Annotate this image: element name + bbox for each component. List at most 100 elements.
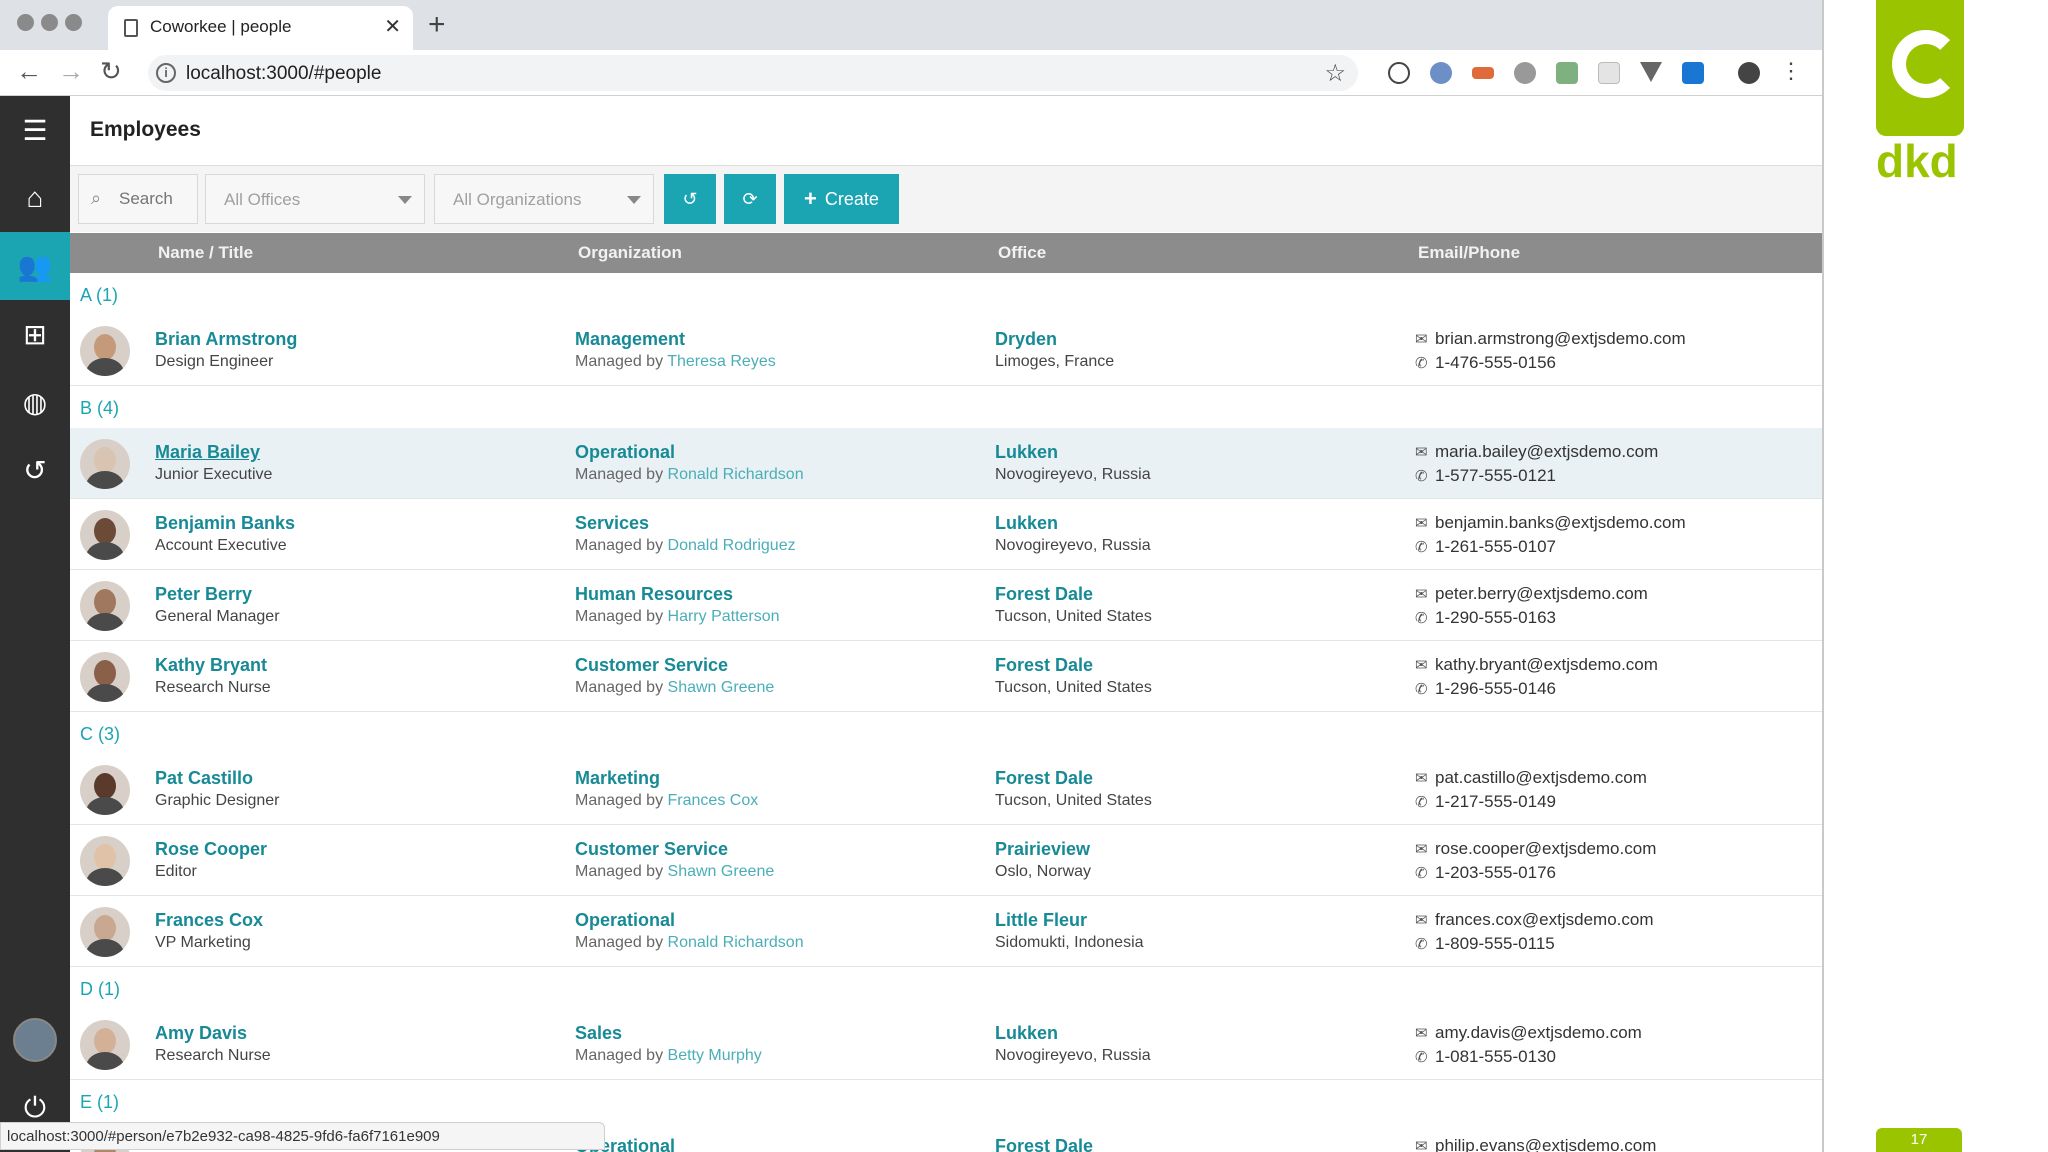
phone-contact[interactable]: ✆ 1-261-555-0107 (1415, 537, 1556, 557)
organization-link[interactable]: Customer Service (575, 655, 729, 675)
new-tab-button[interactable]: + (428, 8, 446, 41)
column-header-organization[interactable]: Organization (578, 243, 682, 262)
table-row[interactable]: Peter Berry General Manager Human Resource… (70, 570, 1822, 641)
avatar[interactable] (80, 439, 130, 489)
phone-contact[interactable]: ✆ 1-296-555-0146 (1415, 679, 1556, 699)
employee-name-link[interactable]: Benjamin Banks (155, 513, 296, 533)
close-window-button[interactable] (17, 14, 34, 31)
column-header-office[interactable]: Office (998, 243, 1047, 262)
phone-contact[interactable]: ✆ 1-476-555-0156 (1415, 353, 1556, 373)
table-row[interactable]: Benjamin Banks Account Executive Services M… (70, 499, 1822, 570)
office-link[interactable]: Forest Dale (995, 655, 1094, 675)
extension-vue-icon[interactable] (1640, 62, 1662, 82)
manager-link[interactable]: Theresa Reyes (667, 353, 776, 370)
email-contact[interactable]: ✉ rose.cooper@extjsdemo.com (1415, 839, 1656, 859)
phone-contact[interactable]: ✆ 1-081-555-0130 (1415, 1047, 1556, 1067)
table-row[interactable]: Rose Cooper Editor Customer Service Managed… (70, 825, 1822, 896)
extension-blue-icon[interactable] (1430, 62, 1452, 84)
organization-link[interactable]: Management (575, 329, 686, 349)
maximize-window-button[interactable] (65, 14, 82, 31)
manager-link[interactable]: Shawn Greene (667, 679, 775, 696)
forward-icon[interactable]: → (58, 56, 84, 86)
employee-name-link[interactable]: Kathy Bryant (155, 655, 268, 675)
close-tab-icon[interactable]: ✕ (384, 16, 401, 38)
office-link[interactable]: Lukken (995, 513, 1059, 533)
avatar[interactable] (80, 765, 130, 815)
avatar[interactable] (80, 1020, 130, 1070)
office-link[interactable]: Dryden (995, 329, 1058, 349)
address-bar[interactable]: i localhost:3000/#people ☆ (148, 55, 1358, 91)
group-header[interactable]: A (1) (70, 273, 1822, 315)
avatar[interactable] (80, 836, 130, 886)
manager-link[interactable]: Ronald Richardson (667, 466, 804, 483)
office-link[interactable]: Little Fleur (995, 910, 1088, 930)
employee-name-link[interactable]: Peter Berry (155, 584, 253, 604)
extension-grid-icon[interactable] (1598, 62, 1620, 84)
manager-link[interactable]: Ronald Richardson (667, 934, 804, 951)
avatar[interactable] (80, 581, 130, 631)
phone-contact[interactable]: ✆ 1-290-555-0163 (1415, 608, 1556, 628)
email-contact[interactable]: ✉ amy.davis@extjsdemo.com (1415, 1023, 1642, 1043)
power-icon[interactable]: ⏻ (23, 1091, 47, 1123)
group-header[interactable]: C (3) (70, 712, 1822, 754)
employee-name-link[interactable]: Brian Armstrong (155, 329, 298, 349)
phone-contact[interactable]: ✆ 1-809-555-0115 (1415, 934, 1555, 954)
browser-menu-icon[interactable]: ⋮ (1780, 58, 1802, 83)
organization-link[interactable]: Operational (575, 442, 676, 462)
email-contact[interactable]: ✉ kathy.bryant@extjsdemo.com (1415, 655, 1658, 675)
organization-link[interactable]: Marketing (575, 768, 661, 788)
reload-icon[interactable]: ↻ (100, 56, 122, 86)
group-header[interactable]: E (1) (70, 1080, 1822, 1122)
offices-select[interactable]: All Offices (205, 174, 425, 224)
people-icon[interactable]: 👥 (0, 232, 70, 300)
column-header-name[interactable]: Name / Title (158, 243, 254, 262)
info-icon[interactable]: i (156, 63, 176, 83)
table-row[interactable]: Pat Castillo Graphic Designer Marketing Man… (70, 754, 1822, 825)
organization-link[interactable]: Customer Service (575, 839, 729, 859)
extension-1password-icon[interactable] (1388, 62, 1410, 84)
create-button[interactable]: + Create (784, 174, 899, 224)
email-contact[interactable]: ✉ philip.evans@extjsdemo.com (1415, 1136, 1656, 1152)
phone-contact[interactable]: ✆ 1-577-555-0121 (1415, 466, 1556, 486)
avatar[interactable] (80, 652, 130, 702)
group-header[interactable]: D (1) (70, 967, 1822, 1009)
extension-green-icon[interactable] (1556, 62, 1578, 84)
email-contact[interactable]: ✉ benjamin.banks@extjsdemo.com (1415, 513, 1686, 533)
search-input[interactable] (79, 175, 197, 223)
history-icon[interactable]: ↺ (23, 454, 47, 486)
table-row[interactable]: Kathy Bryant Research Nurse Customer Servi… (70, 641, 1822, 712)
manager-link[interactable]: Donald Rodriguez (667, 537, 796, 554)
email-contact[interactable]: ✉ pat.castillo@extjsdemo.com (1415, 768, 1647, 788)
home-icon[interactable]: ⌂ (26, 182, 44, 213)
email-contact[interactable]: ✉ brian.armstrong@extjsdemo.com (1415, 329, 1686, 349)
phone-contact[interactable]: ✆ 1-203-555-0176 (1415, 863, 1556, 883)
menu-icon[interactable]: ☰ (22, 114, 48, 146)
user-avatar[interactable] (0, 1006, 70, 1074)
back-icon[interactable]: ← (16, 56, 42, 86)
table-row[interactable]: Amy Davis Research Nurse Sales Managed by B… (70, 1009, 1822, 1080)
extension-blue-square-icon[interactable] (1682, 62, 1704, 84)
organization-link[interactable]: Sales (575, 1023, 623, 1043)
extension-adblock-icon[interactable] (1514, 62, 1536, 84)
table-row[interactable]: Frances Cox VP Marketing Operational Manage… (70, 896, 1822, 967)
office-link[interactable]: Forest Dale (995, 768, 1094, 788)
extension-html-icon[interactable] (1472, 67, 1494, 79)
profile-icon[interactable] (1738, 62, 1760, 84)
bookmark-star-icon[interactable]: ☆ (1324, 60, 1346, 87)
reset-button[interactable]: ↺ (664, 174, 716, 224)
refresh-button[interactable]: ⟳ (724, 174, 776, 224)
phone-contact[interactable]: ✆ 1-217-555-0149 (1415, 792, 1556, 812)
employee-name-link[interactable]: Pat Castillo (155, 768, 254, 788)
avatar[interactable] (80, 326, 130, 376)
group-header[interactable]: B (4) (70, 386, 1822, 428)
office-link[interactable]: Forest Dale (995, 584, 1094, 604)
employee-name-link[interactable]: Rose Cooper (155, 839, 268, 859)
office-link[interactable]: Prairieview (995, 839, 1091, 859)
email-contact[interactable]: ✉ maria.bailey@extjsdemo.com (1415, 442, 1658, 462)
browser-tab[interactable]: Coworkee | people ✕ (108, 6, 413, 50)
globe-icon[interactable]: ◍ (22, 386, 48, 418)
table-row[interactable]: Maria Bailey Junior Executive Operational M… (70, 428, 1822, 499)
avatar[interactable] (80, 510, 130, 560)
manager-link[interactable]: Shawn Greene (667, 863, 775, 880)
manager-link[interactable]: Frances Cox (667, 792, 759, 809)
